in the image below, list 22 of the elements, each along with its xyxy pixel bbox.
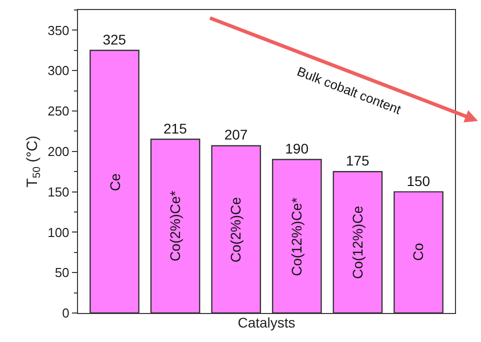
x-tick-label: Co(2%)Ce — [228, 196, 244, 262]
data-label: 215 — [164, 120, 188, 136]
x-tick-label: Co — [410, 242, 426, 261]
y-tick-label: 0 — [62, 306, 70, 321]
x-tick-label: Co(12%)Ce — [349, 206, 366, 280]
y-tick-label: 350 — [48, 22, 70, 38]
y-tick-label: 100 — [48, 224, 70, 240]
data-label: 150 — [406, 172, 430, 189]
data-label: 175 — [346, 152, 370, 169]
y-tick-label: 300 — [48, 63, 70, 78]
data-label: 207 — [224, 126, 248, 143]
y-tick-label: 250 — [48, 104, 70, 119]
data-label: 325 — [102, 31, 126, 48]
y-tick-label: 50 — [54, 265, 70, 280]
x-tick-label: Ce — [106, 173, 123, 192]
x-axis-title: Catalysts — [238, 314, 296, 330]
x-tick-label: Co(12%)Ce* — [288, 197, 305, 276]
y-tick-label: 150 — [48, 184, 70, 200]
data-label: 190 — [285, 140, 309, 156]
x-tick-label: Co(2%)Ce* — [167, 190, 184, 262]
annotation: Bulk cobalt content — [295, 64, 404, 118]
y-tick-label: 200 — [48, 144, 70, 159]
